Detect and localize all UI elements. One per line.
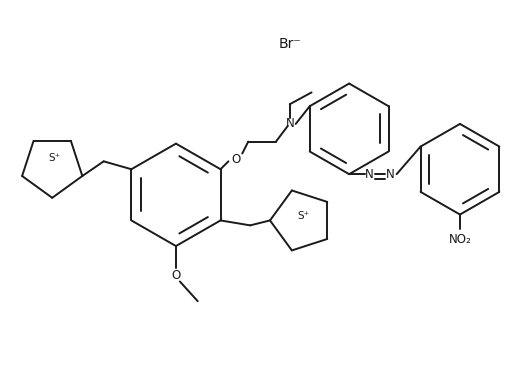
Text: N: N — [387, 168, 395, 181]
Text: S⁺: S⁺ — [48, 153, 60, 163]
Text: O: O — [172, 269, 181, 282]
Text: N: N — [365, 168, 373, 181]
Text: N: N — [285, 117, 294, 130]
Text: S⁺: S⁺ — [297, 210, 310, 220]
Text: O: O — [232, 153, 241, 166]
Text: Br⁻: Br⁻ — [278, 37, 301, 51]
Text: NO₂: NO₂ — [449, 233, 472, 246]
